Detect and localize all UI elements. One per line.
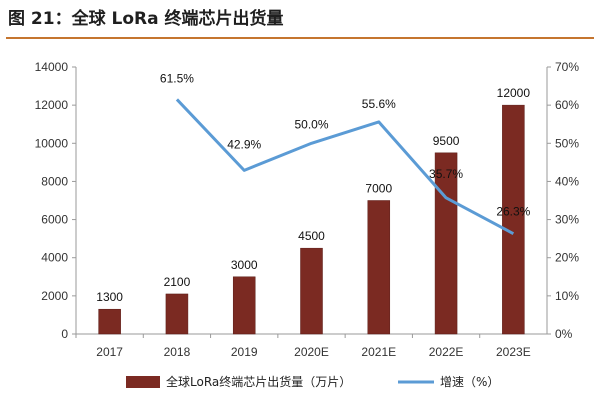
y-right-tick-label: 60%	[555, 98, 579, 112]
bar	[502, 104, 525, 335]
legend-line-label: 增速（%）	[440, 375, 499, 389]
y-right-tick-label: 20%	[555, 251, 579, 265]
x-tick-label: 2022E	[429, 345, 464, 359]
x-tick-label: 2023E	[496, 345, 531, 359]
y-right-tick-label: 70%	[555, 60, 579, 74]
y-right-tick-label: 10%	[555, 289, 579, 303]
y-right-tick-label: 0%	[555, 327, 573, 341]
x-tick-label: 2019	[231, 345, 258, 359]
y-left-tick-label: 4000	[41, 251, 68, 265]
bar	[367, 200, 391, 335]
bar-value-label: 3000	[231, 258, 258, 272]
bar	[232, 276, 256, 335]
title-divider	[6, 37, 594, 39]
y-right-tick-label: 50%	[555, 136, 579, 150]
y-left-tick-label: 10000	[35, 136, 69, 150]
y-left-tick-label: 6000	[41, 213, 68, 227]
bar	[98, 308, 121, 335]
y-left-tick-label: 2000	[41, 289, 68, 303]
y-right-tick-label: 40%	[555, 174, 579, 188]
bar-value-label: 4500	[298, 229, 325, 243]
x-tick-label: 2020E	[294, 345, 329, 359]
bar	[300, 247, 323, 335]
line-value-label: 61.5%	[160, 71, 194, 85]
y-left-tick-label: 0	[61, 327, 68, 341]
legend-bar-label: 全球LoRa终端芯片出货量（万片）	[166, 374, 351, 389]
y-right-tick-label: 30%	[555, 213, 579, 227]
bar	[165, 293, 189, 335]
bar	[434, 152, 458, 335]
y-left-tick-label: 14000	[35, 60, 69, 74]
bar-value-label: 12000	[497, 86, 531, 100]
x-tick-label: 2021E	[361, 345, 396, 359]
bar-value-label: 1300	[96, 290, 123, 304]
bar-value-label: 2100	[164, 275, 191, 289]
line-value-label: 26.3%	[496, 205, 530, 219]
line-value-label: 50.0%	[294, 117, 328, 131]
x-tick-label: 2018	[164, 345, 191, 359]
x-tick-label: 2017	[96, 345, 123, 359]
chart-title: 图 21：全球 LoRa 终端芯片出货量	[8, 9, 284, 29]
growth-line	[175, 98, 515, 236]
legend-bar-swatch	[126, 376, 160, 388]
line-value-label: 55.6%	[362, 97, 396, 111]
line-value-label: 42.9%	[227, 137, 261, 151]
y-left-tick-label: 8000	[41, 174, 68, 188]
bar-value-label: 7000	[365, 182, 392, 196]
line-value-label: 35.7%	[429, 167, 463, 181]
y-left-tick-label: 12000	[35, 98, 69, 112]
bar-value-label: 9500	[433, 134, 460, 148]
